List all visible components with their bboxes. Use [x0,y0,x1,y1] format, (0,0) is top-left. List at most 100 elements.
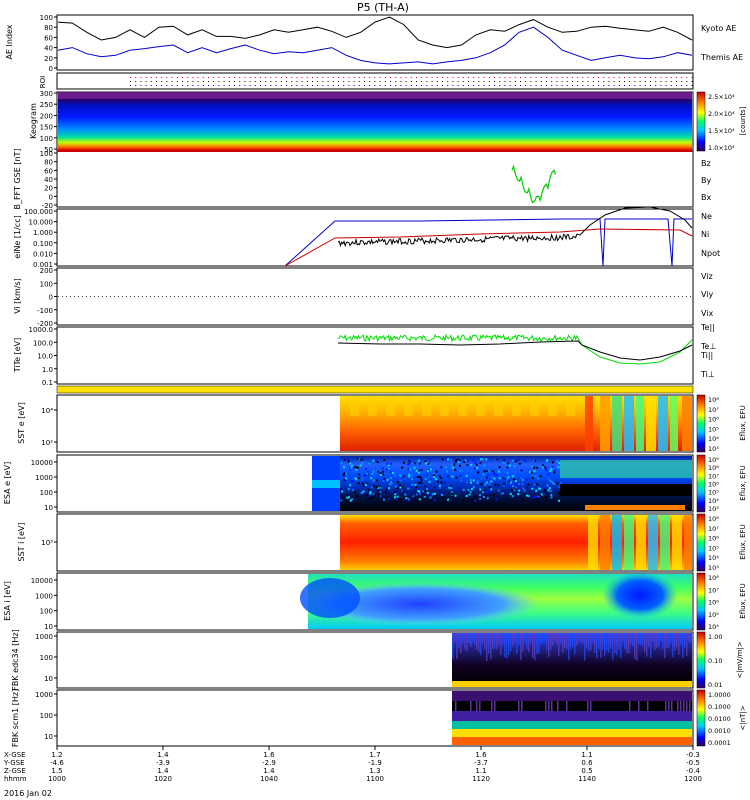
esa-e-pixel [349,468,352,471]
esa-e-pixel [514,488,517,491]
esa-e-pixel [434,492,436,495]
roi-dot [514,77,516,78]
fbk-edc-stripe [686,633,688,657]
roi-dot [202,85,204,86]
esa-e-pixel [501,498,504,501]
esa-e-pixel [541,467,544,470]
x-row-value: 1.7 [369,751,380,759]
roi-dot [655,85,657,86]
roi-dot [660,81,662,82]
roi-dot [140,81,142,82]
esa-e-pixel [369,490,372,493]
roi-dot [644,85,646,86]
esa-e-pixel [382,498,385,501]
esa-e-pixel [367,488,370,491]
esa-e-pixel [372,459,375,462]
esa-e-pixel [414,462,417,465]
roi-dot [452,81,454,82]
roi-dot [176,77,178,78]
roi-dot [150,81,152,82]
fbk-scm-stripe [494,701,496,711]
roi-dot [260,81,261,82]
fbk-edc-stripe [620,633,622,658]
roi-dot [182,81,183,82]
fbk-scm-stripe [605,701,607,711]
esa-e-pixel [354,477,357,480]
roi-dot [670,77,672,78]
esa-e-pixel [456,467,459,470]
fbk-edc-stripe [506,633,508,659]
sst-i-bin [624,515,634,570]
legend-vix: Vix [701,309,714,318]
esa-e-pixel [493,472,496,475]
esa-e-pixel [366,482,369,485]
roi-dot [681,77,683,78]
esa-e-pixel [362,490,365,493]
sst-e-cb-tick: 10⁸ [708,396,719,404]
roi-dot [384,77,386,78]
fbk-edc-stripe [660,633,662,642]
roi-dot [234,85,235,86]
esa-e-pixel [439,476,442,479]
esa-i-cb-tick: 10⁶ [708,599,719,607]
roi-dot [353,81,355,82]
fbk-edc-stripe [510,633,512,652]
esa-e-pixel [428,458,431,461]
esa-e-pixel [529,471,531,474]
esa-e-pixel [553,467,556,470]
esa-e-pixel [388,497,391,500]
fbk-scm-stripe [677,701,679,711]
esa-e-pixel [506,484,508,487]
roi-dot [624,77,625,78]
roi-dot [135,77,137,78]
fbk-edc-stripe [528,633,530,652]
fbk-scm-stripe [506,701,508,711]
roi-dot [660,85,662,86]
fbk-scm-stripe [500,701,502,711]
fbk-edc-stripe [562,633,564,653]
x-row-label: X-GSE [4,751,26,759]
roi-dot [494,77,495,78]
roi-dot [520,85,521,86]
esa-e-pixel [495,474,498,476]
sst-e-bin [476,396,485,416]
roi-dot [286,85,287,86]
fbk-edc-stripe [542,633,544,644]
roi-dot [665,77,667,78]
esa-e-pixel [470,469,473,472]
esa-e-pixel [381,499,384,501]
esa-e-pixel [419,476,422,479]
fbk-scm-stripe [458,701,460,711]
fbk-scm-ytick-label: 10 [44,733,53,741]
esa-e-pixel [525,486,528,489]
esa-e-pixel [471,499,474,501]
esa-e-pixel [441,481,444,484]
roi-dot [660,77,662,78]
esa-e-pixel [349,462,352,465]
roi-dot [306,85,308,86]
roi-dot [546,81,547,82]
fbk-edc-stripe [590,633,592,651]
esa-e-pixel [545,496,548,498]
fbk-edc-stripe [584,633,586,661]
roi-dot [504,81,506,82]
chart-title: P5 (TH-A) [357,1,409,14]
x-row-value: 1.5 [51,767,62,775]
fbk-scm-stripe [539,701,541,711]
fbk-edc-ytick-label: 100 [40,654,53,662]
esa-e-pixel [377,470,380,473]
esa-e-pixel [402,461,405,464]
roi-dot [421,85,423,86]
esa-i-cb-tick: 10⁷ [708,586,719,594]
esa-e-pixel [449,458,452,461]
roi-dot [634,81,636,82]
roi-dot [244,85,246,86]
fbk-edc-stripe [536,633,538,655]
sst-i-cb-tick: 10⁶ [708,535,719,543]
esa-e-pixel [396,492,399,495]
roi-dot [634,77,636,78]
bfft-ytick-label: -20 [42,202,53,210]
fbk-edc-stripe [504,633,506,658]
sst-i-cb-tick: 10⁵ [708,544,719,552]
fbk-scm-stripe [566,701,568,711]
